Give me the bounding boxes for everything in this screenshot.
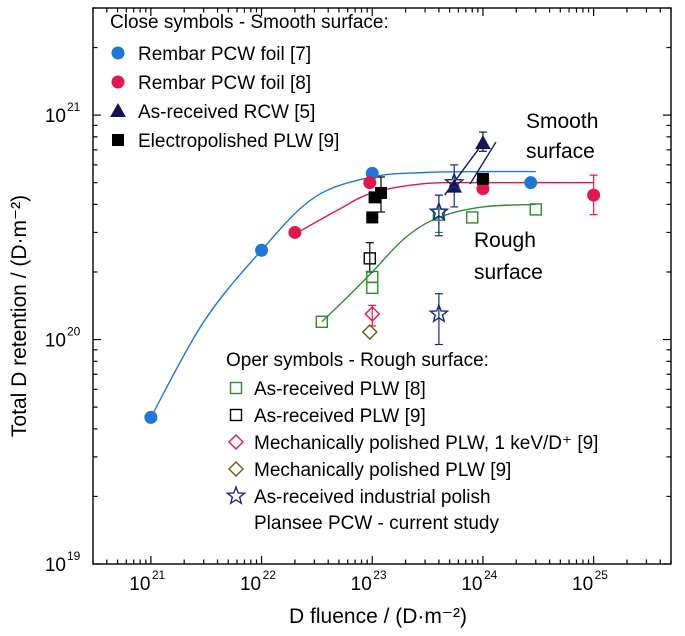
legend-label-4: As-received PLW [8] xyxy=(254,379,426,400)
x-axis-label: D fluence / (D·m⁻²) xyxy=(289,605,467,628)
x-tick-label: 10 xyxy=(351,574,372,595)
legend-label-5: As-received PLW [9] xyxy=(254,406,426,427)
data-point-series-4-5 xyxy=(529,203,542,216)
legend-label-7: Mechanically polished PLW [9] xyxy=(254,460,511,481)
annotation-rough-line2: surface xyxy=(474,261,543,284)
legend-marker-6 xyxy=(228,434,244,450)
legend-label-3: Electropolished PLW [9] xyxy=(138,131,339,152)
y-tick-label: 10 xyxy=(45,331,66,352)
data-point-series-4-0 xyxy=(315,315,328,328)
fit-line-series-4 xyxy=(321,203,536,323)
y-axis-label: Total D retention / (D·m⁻²) xyxy=(8,195,31,437)
data-point-series-4-2 xyxy=(366,270,379,284)
legend-marker-4 xyxy=(229,381,243,395)
x-tick-label: 10 xyxy=(240,574,261,595)
x-tick-exponent: 22 xyxy=(263,568,277,582)
annotations: Smooth surface Rough surface xyxy=(469,110,598,284)
plot-border xyxy=(92,7,672,565)
legend-label-8: As-received industrial polish xyxy=(254,487,491,508)
x-tick-exponent: 25 xyxy=(595,568,609,582)
annotation-smooth-line1: Smooth xyxy=(526,110,598,133)
data-point-series-5-0 xyxy=(363,252,376,265)
data-point-series-1-1 xyxy=(363,176,377,190)
data-point-series-6-0 xyxy=(364,305,381,322)
data-point-series-1-0 xyxy=(288,225,302,239)
y-tick-exponent: 21 xyxy=(67,100,81,114)
legend-label-1: Rembar PCW foil [8] xyxy=(138,73,311,94)
legend-open-header: Oper symbols - Rough surface: xyxy=(226,350,489,371)
x-tick-exponent: 24 xyxy=(484,568,498,582)
legend-closed-header: Close symbols - Smooth surface: xyxy=(110,12,389,33)
data-point-series-1-3 xyxy=(587,188,601,202)
data-point-series-4-4 xyxy=(466,211,479,224)
legend-marker-5 xyxy=(229,408,243,422)
fit-line-series-1 xyxy=(294,181,594,235)
y-tick-label: 10 xyxy=(45,555,66,576)
annotation-smooth-line2: surface xyxy=(526,140,595,163)
data-point-series-8-0 xyxy=(428,200,450,221)
annotation-smooth-leader xyxy=(469,141,497,185)
data-point-series-3-3 xyxy=(476,172,489,185)
legend-marker-2 xyxy=(110,102,126,117)
data-point-series-3-2 xyxy=(375,186,388,199)
data-point-series-0-4 xyxy=(524,176,538,190)
legend-label-2: As-received RCW [5] xyxy=(138,102,315,123)
y-tick-exponent: 19 xyxy=(67,549,81,563)
legend-open-symbols: Oper symbols - Rough surface: As-receive… xyxy=(225,350,598,534)
data-markers xyxy=(144,135,601,424)
data-point-series-4-1 xyxy=(366,281,379,295)
legend-label-6: Mechanically polished PLW, 1 keV/D⁺ [9] xyxy=(254,433,598,454)
x-tick-exponent: 23 xyxy=(373,568,387,582)
data-point-series-8-2 xyxy=(428,302,450,323)
legend-marker-0 xyxy=(111,46,125,60)
legend-label-8-line2: Plansee PCW - current study xyxy=(254,513,499,534)
data-point-series-7-0 xyxy=(361,324,378,341)
legend-marker-3 xyxy=(112,134,124,146)
y-tick-exponent: 20 xyxy=(67,325,81,339)
x-tick-label: 10 xyxy=(461,574,482,595)
data-point-series-4-3 xyxy=(432,208,446,221)
data-point-series-8-1 xyxy=(443,171,465,192)
legend-label-0: Rembar PCW foil [7] xyxy=(138,44,311,65)
data-point-series-0-0 xyxy=(144,410,158,424)
annotation-rough-line1: Rough xyxy=(474,229,536,252)
legend-marker-7 xyxy=(228,461,244,477)
x-tick-label: 10 xyxy=(129,574,150,595)
x-tick-exponent: 21 xyxy=(152,568,166,582)
y-tick-label: 10 xyxy=(45,106,66,127)
legend-closed-symbols: Close symbols - Smooth surface: Rembar P… xyxy=(110,12,389,152)
data-point-series-2-1 xyxy=(475,135,491,150)
fit-line-series-0 xyxy=(150,170,536,418)
plot-frame xyxy=(92,7,672,565)
legend-marker-1 xyxy=(111,75,125,89)
data-point-series-3-0 xyxy=(366,211,379,224)
x-tick-label: 10 xyxy=(572,574,593,595)
data-point-series-0-1 xyxy=(255,243,269,257)
error-bars xyxy=(365,131,598,346)
legend-marker-8 xyxy=(225,484,247,505)
